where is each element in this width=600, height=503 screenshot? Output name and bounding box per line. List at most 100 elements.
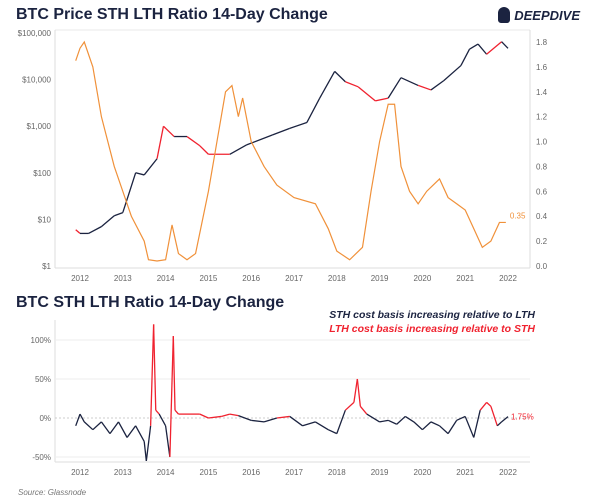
legend-sth: STH cost basis increasing relative to LT…	[329, 309, 535, 321]
right-tick-label: 0.0	[536, 262, 548, 271]
bottom-y-tick-label: -50%	[32, 453, 51, 462]
change-segment	[109, 421, 120, 434]
change-segment	[359, 405, 368, 415]
price-segment	[400, 77, 419, 87]
bottom-x-tick-label: 2013	[114, 468, 132, 477]
price-segment	[156, 126, 165, 159]
change-segment	[464, 416, 475, 438]
right-tick-label: 1.6	[536, 63, 548, 72]
change-segment	[276, 415, 290, 419]
price-segment	[289, 121, 308, 129]
right-tick-label: 1.2	[536, 113, 548, 122]
right-tick-label: 1.8	[536, 38, 548, 47]
change-segment	[356, 378, 361, 407]
legend-lth: LTH cost basis increasing relative to ST…	[329, 323, 535, 335]
price-segment	[114, 211, 124, 217]
change-segment	[404, 415, 415, 423]
price-segment	[88, 226, 102, 235]
change-segment	[501, 416, 509, 423]
change-segment	[117, 421, 128, 438]
change-segment	[379, 419, 389, 423]
price-segment	[443, 65, 462, 82]
logo-text: DEEPDIVE	[514, 7, 580, 23]
price-segment	[143, 158, 158, 176]
right-tick-label: 0.2	[536, 237, 548, 246]
change-segment	[229, 413, 239, 417]
change-segment	[336, 409, 346, 434]
change-segment	[172, 336, 176, 411]
x-tick-label: 2022	[499, 274, 517, 283]
price-segment	[229, 144, 248, 155]
bottom-y-tick-label: 50%	[35, 375, 51, 384]
bottom-x-tick-label: 2022	[499, 468, 517, 477]
top-chart-title: BTC Price STH LTH Ratio 14-Day Change	[16, 6, 328, 23]
change-segment	[490, 406, 498, 427]
left-tick-label: $100,000	[18, 29, 52, 38]
change-segment	[421, 421, 432, 431]
change-segment	[430, 421, 440, 427]
price-segment	[246, 134, 273, 146]
price-segment	[417, 84, 432, 91]
price-segment	[357, 86, 376, 102]
x-tick-label: 2019	[371, 274, 389, 283]
change-segment	[327, 429, 338, 435]
change-segment	[221, 413, 230, 418]
change-segment	[413, 421, 423, 431]
change-segment	[479, 401, 488, 411]
bottom-x-tick-label: 2017	[285, 468, 303, 477]
left-tick-label: $100	[33, 169, 51, 178]
price-segment	[430, 80, 445, 91]
price-segment	[375, 97, 389, 102]
bottom-y-tick-label: 100%	[31, 336, 51, 345]
change-segment	[92, 421, 102, 431]
change-segment	[447, 419, 458, 434]
right-tick-label: 0.6	[536, 187, 548, 196]
price-segment	[319, 71, 336, 99]
change-segment	[315, 421, 329, 431]
x-tick-label: 2012	[71, 274, 89, 283]
logo-icon	[498, 7, 511, 23]
change-segment	[289, 415, 303, 427]
change-segment	[344, 401, 355, 411]
price-segment	[135, 172, 145, 176]
x-tick-label: 2014	[157, 274, 175, 283]
price-segment	[186, 136, 201, 147]
bottom-x-tick-label: 2012	[71, 468, 89, 477]
change-segment	[353, 378, 358, 403]
change-segment	[396, 415, 406, 425]
bottom-x-tick-label: 2015	[200, 468, 218, 477]
change-segment	[251, 419, 265, 423]
bottom-chart-title: BTC STH LTH Ratio 14-Day Change	[16, 294, 285, 311]
price-segment	[199, 145, 209, 155]
change-segment	[208, 415, 222, 419]
change-segment	[199, 413, 209, 419]
price-segment	[163, 125, 175, 138]
right-tick-label: 0.4	[536, 212, 548, 221]
change-segment	[473, 410, 481, 438]
change-segment	[366, 413, 380, 423]
price-segment	[122, 172, 137, 213]
right-tick-label: 1.4	[536, 88, 548, 97]
change-last-label: 1.75%	[511, 413, 534, 422]
change-segment	[149, 324, 155, 426]
change-segment	[302, 421, 316, 427]
left-tick-label: $10,000	[22, 76, 51, 85]
ratio-last-label: 0.35	[510, 211, 526, 220]
change-segment	[155, 409, 160, 415]
x-tick-label: 2017	[285, 274, 303, 283]
price-segment	[469, 43, 479, 50]
price-segment	[100, 215, 115, 228]
left-tick-label: $10	[38, 215, 52, 224]
bottom-x-tick-label: 2019	[371, 468, 389, 477]
bottom-x-tick-label: 2021	[456, 468, 474, 477]
change-segment	[158, 413, 167, 427]
change-segment	[456, 415, 466, 421]
price-segment	[501, 41, 509, 49]
right-tick-label: 0.8	[536, 162, 548, 171]
change-segment	[75, 413, 81, 427]
x-tick-label: 2015	[200, 274, 218, 283]
change-segment	[164, 425, 171, 458]
right-tick-label: 1.0	[536, 138, 548, 147]
